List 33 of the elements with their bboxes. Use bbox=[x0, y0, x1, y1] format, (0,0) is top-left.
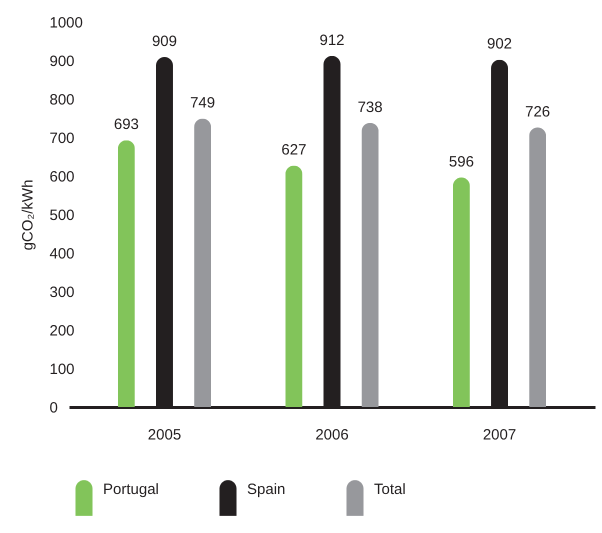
data-label: 596 bbox=[448, 154, 474, 171]
y-tick-label: 500 bbox=[50, 207, 75, 224]
y-axis-title: gCO₂/kWh bbox=[20, 180, 36, 250]
data-label: 749 bbox=[190, 94, 216, 112]
y-tick-label: 100 bbox=[50, 361, 75, 378]
data-label: 627 bbox=[281, 142, 306, 159]
bar bbox=[285, 166, 302, 407]
y-tick-label: 700 bbox=[50, 130, 75, 147]
y-tick-label: 1000 bbox=[50, 14, 83, 32]
bar bbox=[118, 140, 135, 407]
y-tick-label: 400 bbox=[50, 246, 75, 262]
data-label: 738 bbox=[358, 98, 383, 116]
x-tick-label: 2005 bbox=[148, 426, 182, 444]
y-tick-label: 300 bbox=[50, 284, 75, 301]
y-tick-label: 800 bbox=[50, 92, 75, 108]
data-label: 902 bbox=[487, 36, 512, 53]
legend-label: Spain bbox=[247, 481, 286, 498]
bar bbox=[452, 178, 470, 407]
data-label: 693 bbox=[114, 116, 139, 134]
x-tick-label: 2007 bbox=[482, 426, 516, 444]
y-tick-label: 200 bbox=[50, 322, 75, 340]
legend-label: Portugal bbox=[103, 481, 159, 498]
bar bbox=[529, 127, 546, 407]
data-label: 912 bbox=[319, 32, 345, 49]
data-label: 909 bbox=[152, 33, 177, 50]
bar bbox=[362, 122, 379, 407]
y-tick-label: 600 bbox=[50, 168, 75, 186]
y-tick-label: 0 bbox=[50, 400, 58, 416]
y-tick-label: 900 bbox=[50, 53, 75, 70]
data-label: 726 bbox=[525, 103, 550, 120]
legend-label: Total bbox=[374, 481, 406, 498]
bar bbox=[194, 118, 212, 407]
x-tick-label: 2006 bbox=[315, 426, 349, 444]
